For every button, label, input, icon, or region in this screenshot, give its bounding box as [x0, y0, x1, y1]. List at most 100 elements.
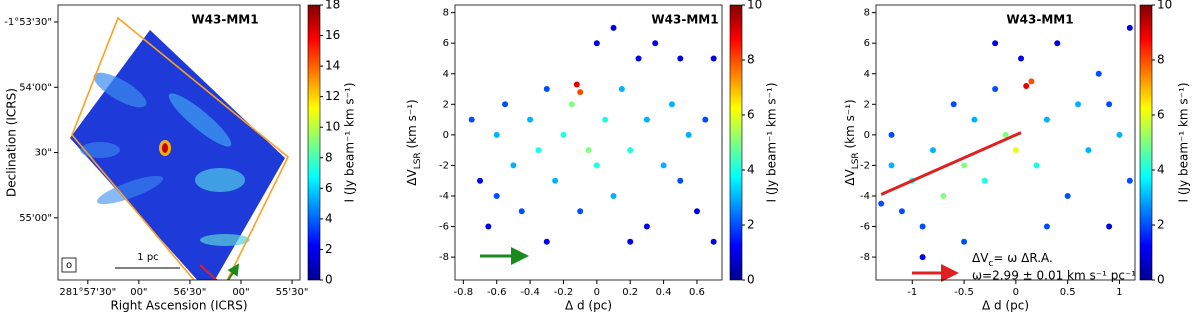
data-point [652, 40, 659, 47]
data-point [1012, 147, 1019, 154]
y-tick-label: 55'00" [19, 213, 52, 224]
data-point [961, 162, 968, 169]
y-tick-label: -1°53'30" [4, 17, 52, 28]
data-point [577, 89, 584, 96]
data-point [1106, 101, 1113, 108]
colorbar-tick-label: 4 [325, 211, 333, 225]
data-point [929, 147, 936, 154]
data-point [543, 86, 550, 93]
y-axis-label-part: ΔV [405, 169, 419, 186]
fit-label-part: ΔV [972, 251, 989, 265]
data-point [888, 131, 895, 138]
fit-line [880, 131, 1022, 196]
colorbar-tick-label: 2 [747, 218, 755, 232]
colorbar-label: I (Jy beam⁻¹ km s⁻¹) [765, 82, 779, 202]
x-tick-label: 00" [130, 287, 147, 298]
data-point [971, 116, 978, 123]
y-tick-label: -6 [439, 222, 449, 233]
x-tick-label: -0.2 [554, 287, 574, 298]
data-point [577, 208, 584, 215]
panel-annotation: W43-MM1 [191, 13, 258, 27]
y-tick-label: 0 [443, 130, 449, 141]
data-point [710, 238, 717, 245]
y-tick-label: 30" [35, 148, 52, 159]
x-axis-label: Δ d (pc) [565, 299, 612, 313]
y-tick-label: -2 [860, 160, 870, 171]
data-point [593, 40, 600, 47]
y-tick-label: 4 [443, 69, 449, 80]
data-point [560, 131, 567, 138]
colorbar-tick-label: 10 [747, 0, 762, 12]
data-point [1028, 78, 1035, 85]
data-point [992, 86, 999, 93]
y-tick-label: -8 [860, 252, 870, 263]
data-point [485, 223, 492, 230]
data-point [593, 162, 600, 169]
y-tick-label: 8 [864, 8, 870, 19]
colorbar-tick-label: 8 [325, 150, 333, 164]
data-point [1002, 131, 1009, 138]
colorbar [1139, 4, 1153, 281]
x-tick-label: 0 [594, 287, 600, 298]
data-point [710, 55, 717, 62]
y-tick-label: -4 [439, 191, 449, 202]
data-point [1023, 82, 1030, 89]
data-point [618, 86, 625, 93]
y-tick-label: -8 [439, 252, 449, 263]
y-axis-label-part: LSR [851, 152, 861, 169]
fit-label: ΔVc= ω ΔR.A. [972, 251, 1053, 269]
data-point [961, 238, 968, 245]
data-point [552, 177, 559, 184]
colorbar-tick-label: 18 [325, 0, 340, 12]
x-tick-label: -1 [907, 287, 917, 298]
colorbar-tick-label: 6 [1157, 108, 1165, 122]
colorbar-tick-label: 4 [747, 163, 755, 177]
colorbar-tick-label: 6 [325, 181, 333, 195]
data-point [940, 192, 947, 199]
colorbar-tick-label: 10 [1157, 0, 1172, 12]
colorbar-tick-label: 2 [325, 242, 333, 256]
y-tick-label: 54'00" [19, 82, 52, 93]
data-point [610, 192, 617, 199]
colorbar-label: I (Jy beam⁻¹ km s⁻¹) [1177, 82, 1191, 202]
data-point [602, 116, 609, 123]
data-point [693, 208, 700, 215]
data-point [677, 55, 684, 62]
colorbar-tick-label: 0 [747, 273, 755, 287]
data-point [527, 116, 534, 123]
axes-frame [57, 4, 301, 281]
data-point [535, 147, 542, 154]
y-tick-label: 6 [864, 38, 870, 49]
colorbar-label: I (Jy beam⁻¹ km s⁻¹) [343, 82, 357, 202]
colorbar-tick-label: 8 [1157, 53, 1165, 67]
data-point [585, 147, 592, 154]
x-tick-label: 00" [232, 287, 249, 298]
data-point [919, 254, 926, 261]
colorbar-tick-label: 2 [1157, 218, 1165, 232]
y-axis-label-part: ΔV [843, 169, 857, 186]
data-point [1043, 223, 1050, 230]
data-point [573, 81, 580, 88]
panel-annotation: W43-MM1 [651, 13, 718, 27]
map-image [70, 16, 289, 280]
data-point [643, 223, 650, 230]
data-point [950, 101, 957, 108]
colorbar-tick-label: 12 [325, 89, 340, 103]
beam-box [61, 257, 77, 273]
colorbar-tick-label: 6 [747, 108, 755, 122]
x-tick-label: -0.6 [487, 287, 507, 298]
x-tick-label: 55'30" [276, 287, 309, 298]
axes-frame [454, 4, 723, 281]
data-point [493, 131, 500, 138]
data-point [878, 200, 885, 207]
data-point [981, 177, 988, 184]
data-point [1095, 70, 1102, 77]
data-point [518, 208, 525, 215]
data-point [610, 24, 617, 31]
data-point [685, 131, 692, 138]
x-tick-label: -0.5 [954, 287, 974, 298]
fit-result: ω=2.99 ± 0.01 km s⁻¹ pc⁻¹ [972, 269, 1136, 283]
y-tick-label: 6 [443, 38, 449, 49]
data-point [502, 101, 509, 108]
data-point [627, 147, 634, 154]
